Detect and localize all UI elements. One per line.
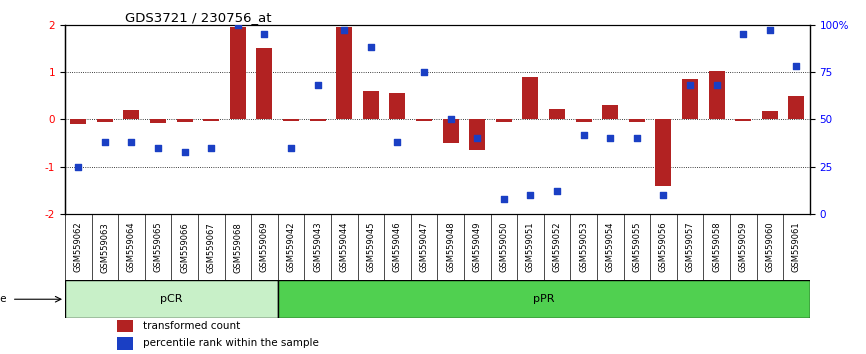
Text: GSM559060: GSM559060 — [766, 222, 774, 273]
Text: transformed count: transformed count — [143, 321, 241, 331]
Text: GSM559067: GSM559067 — [207, 222, 216, 273]
Bar — [682, 79, 698, 119]
Text: GSM559043: GSM559043 — [313, 222, 322, 273]
Point — [683, 82, 697, 88]
Bar — [70, 119, 87, 124]
Point — [550, 189, 564, 194]
Text: disease state: disease state — [0, 294, 6, 304]
Text: GSM559057: GSM559057 — [686, 222, 695, 273]
Point — [577, 132, 591, 137]
Point — [709, 82, 723, 88]
Text: GSM559068: GSM559068 — [233, 222, 242, 273]
Point — [151, 145, 165, 151]
Text: GSM559059: GSM559059 — [739, 222, 747, 273]
Point — [790, 64, 804, 69]
Point — [656, 192, 670, 198]
Text: GSM559042: GSM559042 — [287, 222, 295, 273]
Bar — [278, 280, 810, 318]
Text: GSM559046: GSM559046 — [393, 222, 402, 273]
Point — [257, 32, 271, 37]
Point — [98, 139, 112, 145]
Text: GDS3721 / 230756_at: GDS3721 / 230756_at — [125, 11, 271, 24]
Bar — [256, 48, 273, 119]
Text: GSM559050: GSM559050 — [500, 222, 508, 273]
Text: pCR: pCR — [160, 294, 183, 304]
Text: GSM559052: GSM559052 — [553, 222, 561, 273]
Point — [284, 145, 298, 151]
Bar — [762, 111, 778, 119]
Point — [763, 28, 777, 33]
Point — [311, 82, 325, 88]
Text: GSM559063: GSM559063 — [100, 222, 109, 273]
Bar — [443, 119, 459, 143]
Text: GSM559054: GSM559054 — [605, 222, 615, 273]
Bar — [549, 109, 565, 119]
Bar — [124, 110, 139, 119]
Bar — [204, 119, 219, 121]
Bar — [336, 27, 352, 119]
Bar — [283, 119, 299, 121]
Text: GSM559058: GSM559058 — [712, 222, 721, 273]
Point — [470, 136, 484, 141]
Point — [338, 28, 352, 33]
Bar — [735, 119, 751, 121]
Point — [391, 139, 404, 145]
Bar — [496, 119, 512, 122]
Point — [125, 139, 139, 145]
Text: GSM559065: GSM559065 — [153, 222, 163, 273]
Bar — [522, 77, 539, 119]
Bar — [390, 93, 405, 119]
Point — [736, 32, 750, 37]
Text: GSM559049: GSM559049 — [473, 222, 481, 273]
Bar — [229, 27, 246, 119]
Bar — [177, 119, 192, 122]
Bar — [117, 337, 133, 349]
Bar — [469, 119, 485, 150]
Text: GSM559056: GSM559056 — [659, 222, 668, 273]
Point — [364, 45, 378, 50]
Text: GSM559055: GSM559055 — [632, 222, 642, 273]
Text: GSM559062: GSM559062 — [74, 222, 83, 273]
Bar — [65, 280, 278, 318]
Text: pPR: pPR — [533, 294, 554, 304]
Bar — [656, 119, 671, 185]
Bar — [97, 119, 113, 122]
Text: GSM559061: GSM559061 — [792, 222, 801, 273]
Point — [231, 22, 245, 28]
Bar — [788, 96, 805, 119]
Text: GSM559051: GSM559051 — [526, 222, 535, 273]
Text: GSM559048: GSM559048 — [446, 222, 456, 273]
Point — [71, 164, 85, 170]
Text: GSM559064: GSM559064 — [127, 222, 136, 273]
Text: GSM559047: GSM559047 — [419, 222, 429, 273]
Point — [523, 192, 537, 198]
Point — [497, 196, 511, 202]
Bar — [708, 71, 725, 119]
Text: GSM559053: GSM559053 — [579, 222, 588, 273]
Point — [178, 149, 191, 154]
Point — [417, 69, 431, 75]
Point — [443, 116, 457, 122]
Text: GSM559044: GSM559044 — [339, 222, 349, 273]
Point — [630, 136, 643, 141]
Bar — [363, 91, 378, 119]
Point — [604, 136, 617, 141]
Bar — [629, 119, 645, 122]
Bar — [416, 119, 432, 121]
Bar — [310, 119, 326, 121]
Text: percentile rank within the sample: percentile rank within the sample — [143, 338, 319, 348]
Text: GSM559069: GSM559069 — [260, 222, 269, 273]
Bar — [576, 119, 591, 122]
Bar — [150, 119, 166, 123]
Text: GSM559045: GSM559045 — [366, 222, 375, 273]
Point — [204, 145, 218, 151]
Bar — [602, 105, 618, 119]
Bar — [117, 320, 133, 332]
Text: GSM559066: GSM559066 — [180, 222, 189, 273]
